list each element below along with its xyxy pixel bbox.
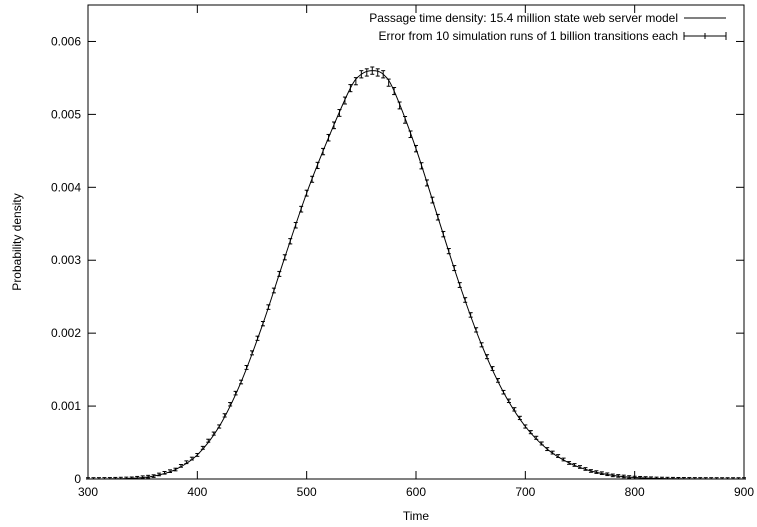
x-tick-label: 900 xyxy=(734,485,754,499)
tick-labels: 300 400 500 600 700 800 900 0 0.001 0.002 0.003 0.0… xyxy=(51,34,754,499)
error-bars-series xyxy=(86,66,746,480)
y-tick-label: 0.003 xyxy=(51,253,81,267)
y-tick-label: 0.005 xyxy=(51,107,81,121)
y-tick-label: 0.006 xyxy=(51,34,81,48)
legend-entry-line: Passage time density: 15.4 million state… xyxy=(369,11,678,25)
y-tick-label: 0 xyxy=(74,472,81,486)
legend: Passage time density: 15.4 million state… xyxy=(369,11,727,43)
density-line xyxy=(87,70,745,480)
x-tick-label: 400 xyxy=(187,485,207,499)
x-tick-label: 300 xyxy=(78,485,98,499)
legend-entry-errorbars: Error from 10 simulation runs of 1 billi… xyxy=(379,29,678,43)
y-tick-label: 0.004 xyxy=(51,180,81,194)
legend-errorbar-sample xyxy=(683,32,727,40)
y-tick-label: 0.001 xyxy=(51,399,81,413)
x-tick-label: 700 xyxy=(515,485,535,499)
x-tick-label: 800 xyxy=(625,485,645,499)
error-bar xyxy=(364,68,369,77)
x-axis-label: Time xyxy=(403,509,430,523)
axis-ticks xyxy=(87,5,745,480)
error-bar xyxy=(375,68,380,77)
plot-frame xyxy=(87,4,745,480)
x-tick-label: 500 xyxy=(297,485,317,499)
y-axis-label: Probability density xyxy=(10,193,24,290)
y-tick-label: 0.002 xyxy=(51,326,81,340)
x-tick-label: 600 xyxy=(406,485,426,499)
